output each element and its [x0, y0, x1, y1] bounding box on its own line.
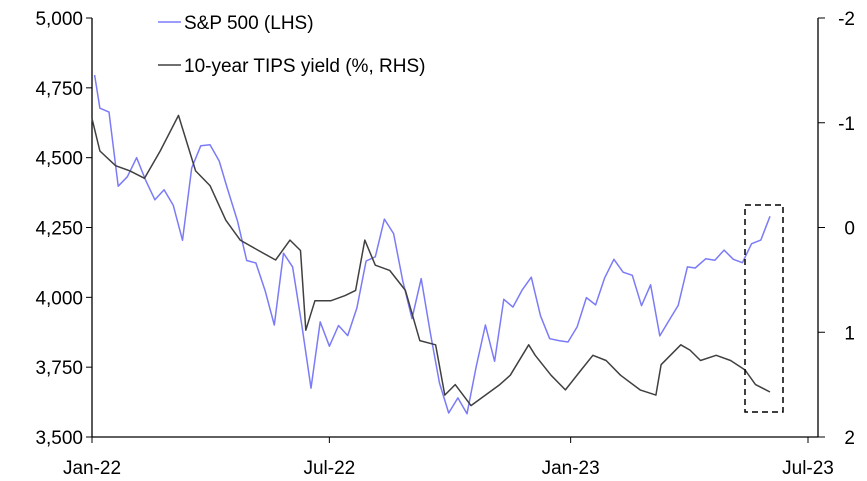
legend-label-sp500: S&P 500 (LHS) — [184, 13, 314, 34]
x-tick-label: Jan-23 — [542, 458, 600, 479]
left-tick-label: 4,250 — [35, 219, 83, 240]
right-tick-label: 1 — [844, 323, 855, 344]
sp500-line — [93, 74, 771, 415]
right-tick-label: -2 — [838, 9, 855, 30]
legend-label-tips: 10-year TIPS yield (%, RHS) — [184, 56, 425, 77]
right-tick-label: 2 — [844, 428, 855, 449]
x-tick-label: Jan-22 — [63, 458, 121, 479]
left-tick-label: 4,750 — [35, 79, 83, 100]
left-tick-label: 4,000 — [35, 288, 83, 309]
x-tick-label: Jul-23 — [782, 458, 834, 479]
left-tick-label: 4,500 — [35, 149, 83, 170]
right-tick-label: -1 — [838, 114, 855, 135]
axes — [91, 18, 819, 438]
legend: S&P 500 (LHS) 10-year TIPS yield (%, RHS… — [158, 13, 425, 77]
highlight-box — [744, 204, 784, 413]
left-tick-label: 5,000 — [35, 9, 83, 30]
left-tick-label: 3,500 — [35, 428, 83, 449]
tips-yield-line — [91, 114, 771, 407]
x-tick-label: Jul-22 — [303, 458, 355, 479]
left-tick-label: 3,750 — [35, 358, 83, 379]
right-tick-label: 0 — [844, 219, 855, 240]
